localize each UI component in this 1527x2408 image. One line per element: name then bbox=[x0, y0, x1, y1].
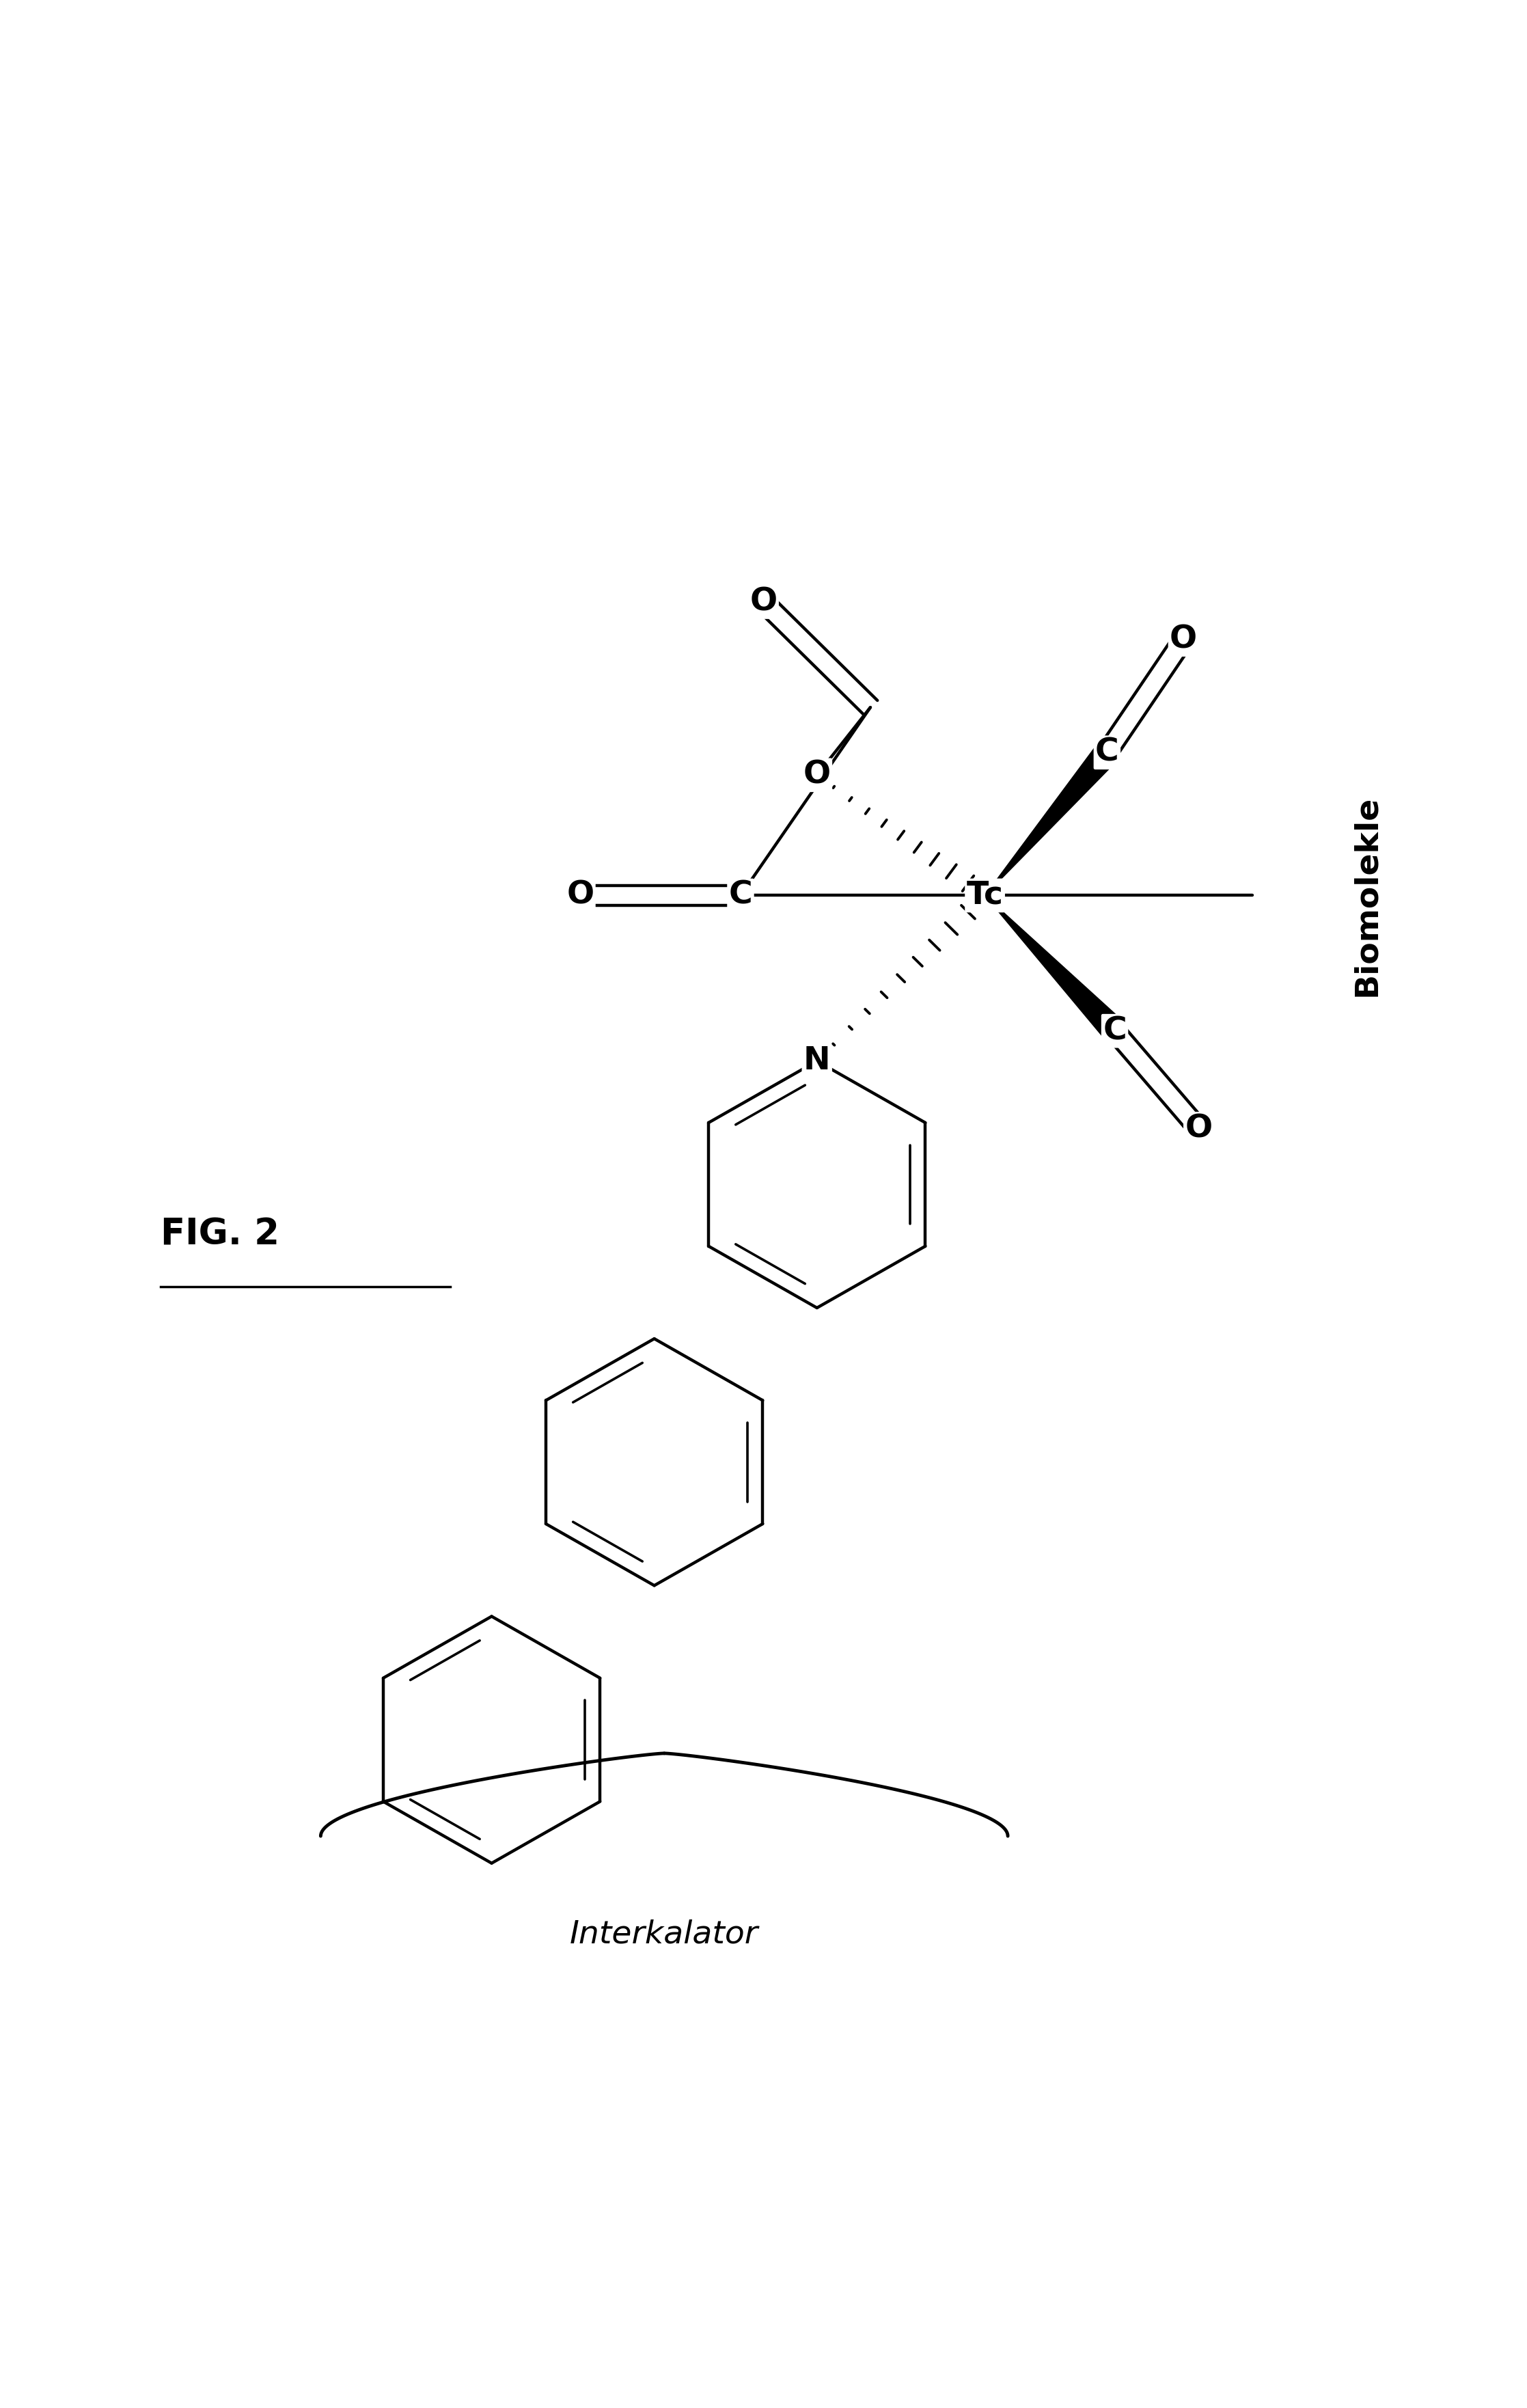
Text: N: N bbox=[803, 1045, 831, 1076]
Text: Biomolekle: Biomolekle bbox=[1351, 795, 1382, 997]
Polygon shape bbox=[985, 896, 1124, 1040]
Text: O: O bbox=[803, 759, 831, 790]
Text: C: C bbox=[1102, 1016, 1127, 1047]
Text: O: O bbox=[1170, 624, 1197, 655]
Text: C: C bbox=[728, 879, 753, 910]
Polygon shape bbox=[985, 744, 1118, 896]
Text: FIG. 2: FIG. 2 bbox=[160, 1216, 279, 1252]
Text: O: O bbox=[567, 879, 594, 910]
Text: O: O bbox=[750, 588, 777, 616]
Text: Tc: Tc bbox=[967, 879, 1003, 910]
Text: C: C bbox=[1095, 737, 1119, 768]
Text: O: O bbox=[1185, 1112, 1212, 1144]
Text: Interkalator: Interkalator bbox=[570, 1919, 759, 1950]
